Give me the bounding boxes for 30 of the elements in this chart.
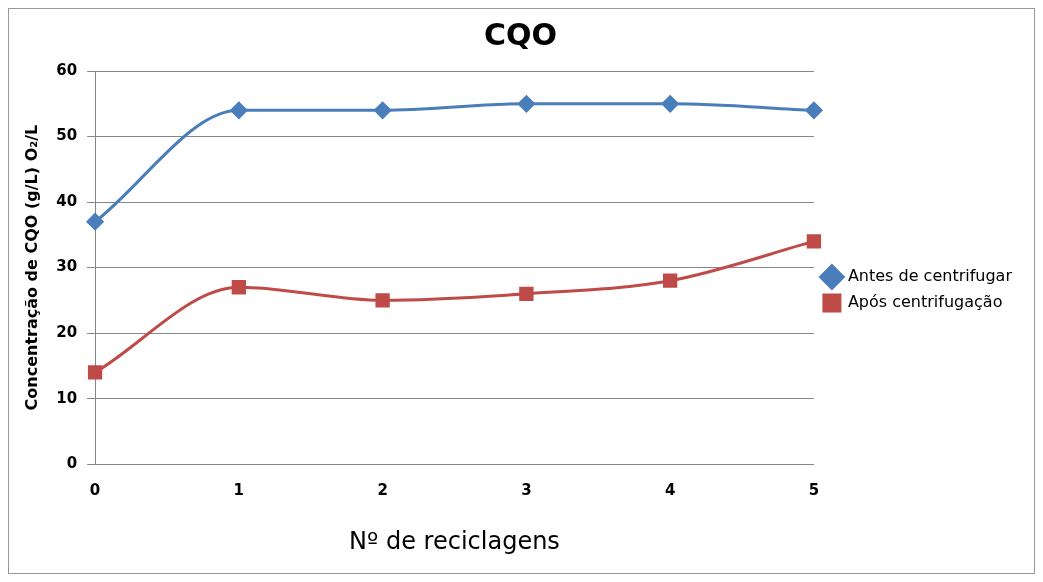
point bbox=[805, 101, 823, 119]
point bbox=[86, 213, 104, 231]
y-tick-label: 0 bbox=[66, 454, 78, 473]
x-tick-label: 5 bbox=[808, 481, 820, 500]
y-tick-label: 20 bbox=[56, 323, 78, 342]
y-axis-title: Concentração de CQO (g/L) O₂/L bbox=[21, 124, 41, 411]
legend-label: Após centrifugação bbox=[847, 292, 1003, 312]
point bbox=[517, 95, 535, 113]
x-tick-label: 2 bbox=[377, 481, 388, 500]
point bbox=[806, 234, 822, 249]
y-tick-label: 30 bbox=[56, 257, 78, 276]
x-tick-label: 1 bbox=[233, 481, 245, 500]
point bbox=[374, 101, 392, 119]
y-tick-label: 50 bbox=[56, 126, 78, 145]
y-tick-label: 60 bbox=[56, 60, 78, 79]
point bbox=[375, 293, 390, 308]
point bbox=[661, 95, 679, 113]
y-tick-label: 10 bbox=[56, 388, 78, 407]
x-tick-label: 0 bbox=[89, 481, 101, 500]
x-tick-label: 3 bbox=[521, 481, 532, 500]
x-axis-title: Nº de reciclagens bbox=[349, 526, 560, 555]
point bbox=[87, 365, 103, 380]
y-tick-label: 40 bbox=[56, 191, 78, 210]
chart-title: CQO bbox=[483, 16, 558, 52]
legend-label: Antes de centrifugar bbox=[847, 266, 1013, 286]
point bbox=[662, 273, 678, 288]
point bbox=[231, 280, 246, 295]
x-tick-label: 4 bbox=[664, 481, 676, 500]
point bbox=[230, 101, 248, 119]
point bbox=[519, 286, 534, 301]
